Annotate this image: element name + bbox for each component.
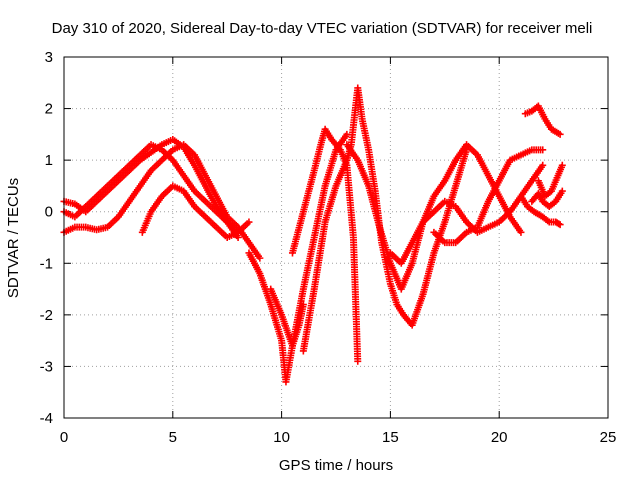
data-point	[354, 357, 362, 365]
series-4	[138, 182, 253, 241]
y-tick-label: -1	[40, 255, 53, 272]
series-12	[517, 192, 564, 229]
data-point	[245, 218, 253, 226]
series-11	[430, 146, 547, 247]
x-axis-label: GPS time / hours	[279, 457, 393, 474]
plot-frame	[63, 56, 609, 419]
data-point	[556, 130, 564, 138]
y-tick-label: 0	[45, 204, 53, 221]
series-13	[521, 102, 564, 138]
y-tick-label: -2	[40, 307, 53, 324]
series-3	[60, 141, 242, 241]
series-15	[534, 161, 566, 200]
data-point	[555, 220, 563, 228]
y-axis-label: SDTVAR / TECUs	[5, 178, 22, 298]
data-point	[558, 187, 566, 195]
y-tick-label: -3	[40, 358, 53, 375]
chart-title: Day 310 of 2020, Sidereal Day-to-day VTE…	[52, 20, 593, 37]
x-tick-label: 25	[600, 429, 617, 446]
x-tick-label: 0	[60, 429, 68, 446]
x-tick-label: 10	[273, 429, 290, 446]
series-14	[528, 187, 566, 211]
series-10	[386, 161, 547, 267]
series-9	[343, 141, 525, 293]
data-point	[558, 161, 566, 169]
y-tick-label: 2	[45, 101, 53, 118]
series-6	[267, 130, 351, 350]
grid	[64, 57, 608, 418]
series-7	[288, 125, 362, 365]
x-tick-label: 15	[382, 429, 399, 446]
data-points	[60, 84, 566, 386]
data-point	[517, 228, 525, 236]
y-tick-label: -4	[40, 410, 53, 427]
series-8	[299, 84, 471, 355]
x-tick-label: 5	[169, 429, 177, 446]
data-point	[539, 146, 547, 154]
x-tick-label: 20	[491, 429, 508, 446]
y-tick-label: 3	[45, 49, 53, 66]
data-point	[539, 161, 547, 169]
data-point	[256, 254, 264, 262]
y-tick-label: 1	[45, 152, 53, 169]
series-1	[60, 136, 242, 236]
data-point	[556, 221, 564, 229]
